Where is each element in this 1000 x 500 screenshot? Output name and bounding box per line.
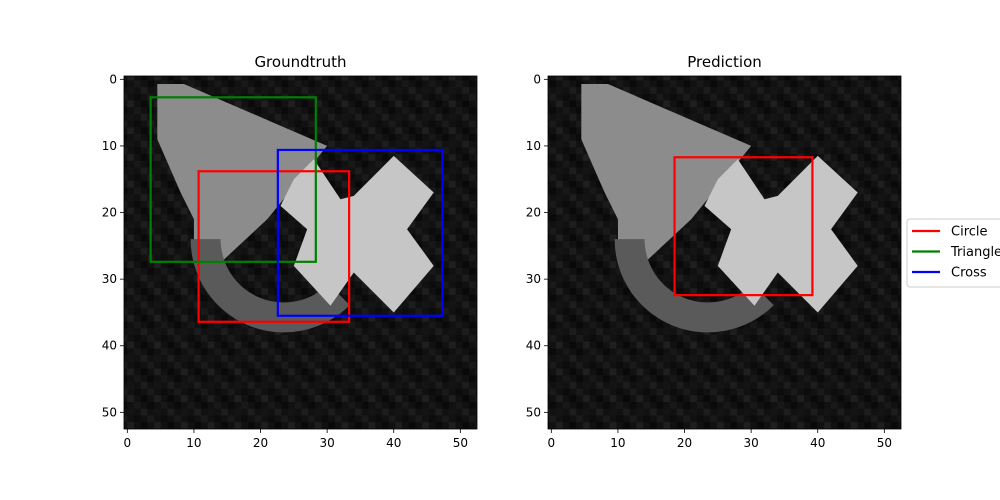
x-tick-label: 50 [877,436,892,450]
x-tick-label: 20 [253,436,268,450]
image-shapes [581,83,858,333]
circle-shape [190,239,350,333]
legend-label: Cross [951,266,987,281]
y-tick-label: 20 [526,206,541,220]
image-shapes [157,83,434,333]
x-tick-label: 20 [677,436,692,450]
y-tick-label: 50 [102,405,117,419]
y-tick-label: 20 [102,206,117,220]
x-tick-label: 40 [386,436,401,450]
x-tick-label: 10 [186,436,201,450]
cross-shape [704,155,858,313]
image-area [124,76,477,429]
circle-shape [614,239,774,333]
legend-frame [906,218,1000,288]
y-tick-label: 40 [526,339,541,353]
x-tick-label: 30 [744,436,759,450]
x-tick-label: 0 [124,436,132,450]
y-tick-label: 50 [526,405,541,419]
y-tick-label: 0 [533,72,541,86]
bounding-boxes [149,96,444,323]
x-tick-label: 10 [610,436,625,450]
y-tick-label: 30 [526,272,541,286]
y-tick-label: 30 [102,272,117,286]
y-tick-label: 10 [102,139,117,153]
cross-shape [280,155,434,313]
axes-frame [547,75,902,430]
panel-groundtruth: Groundtruth 0 10 20 30 40 50 0 10 20 30 40 50 [102,53,478,450]
y-tick-label: 10 [526,139,541,153]
circle-box [673,156,814,297]
triangle-box [149,96,317,263]
x-tick-label: 0 [548,436,556,450]
panel-title: Prediction [687,53,762,71]
y-tick-label: 0 [109,72,117,86]
axes-frame [123,75,478,430]
legend: Circle Triangle Cross [906,218,1000,288]
image-area [548,76,901,429]
cross-box [276,148,444,317]
x-axis: 0 10 20 30 40 50 [124,429,468,450]
x-tick-label: 50 [453,436,468,450]
y-tick-label: 40 [102,339,117,353]
x-axis: 0 10 20 30 40 50 [548,429,892,450]
circle-box [197,170,351,323]
bounding-boxes [673,156,814,297]
panel-title: Groundtruth [254,53,346,71]
triangle-shape [581,83,752,266]
y-axis: 0 10 20 30 40 50 [526,72,548,419]
x-tick-label: 30 [320,436,335,450]
x-tick-label: 40 [810,436,825,450]
triangle-shape [157,83,328,266]
panel-prediction: Prediction 0 10 20 30 40 50 0 10 20 30 40 50 [526,53,902,450]
legend-label: Triangle [950,245,1000,260]
y-axis: 0 10 20 30 40 50 [102,72,124,419]
legend-label: Circle [951,225,988,240]
